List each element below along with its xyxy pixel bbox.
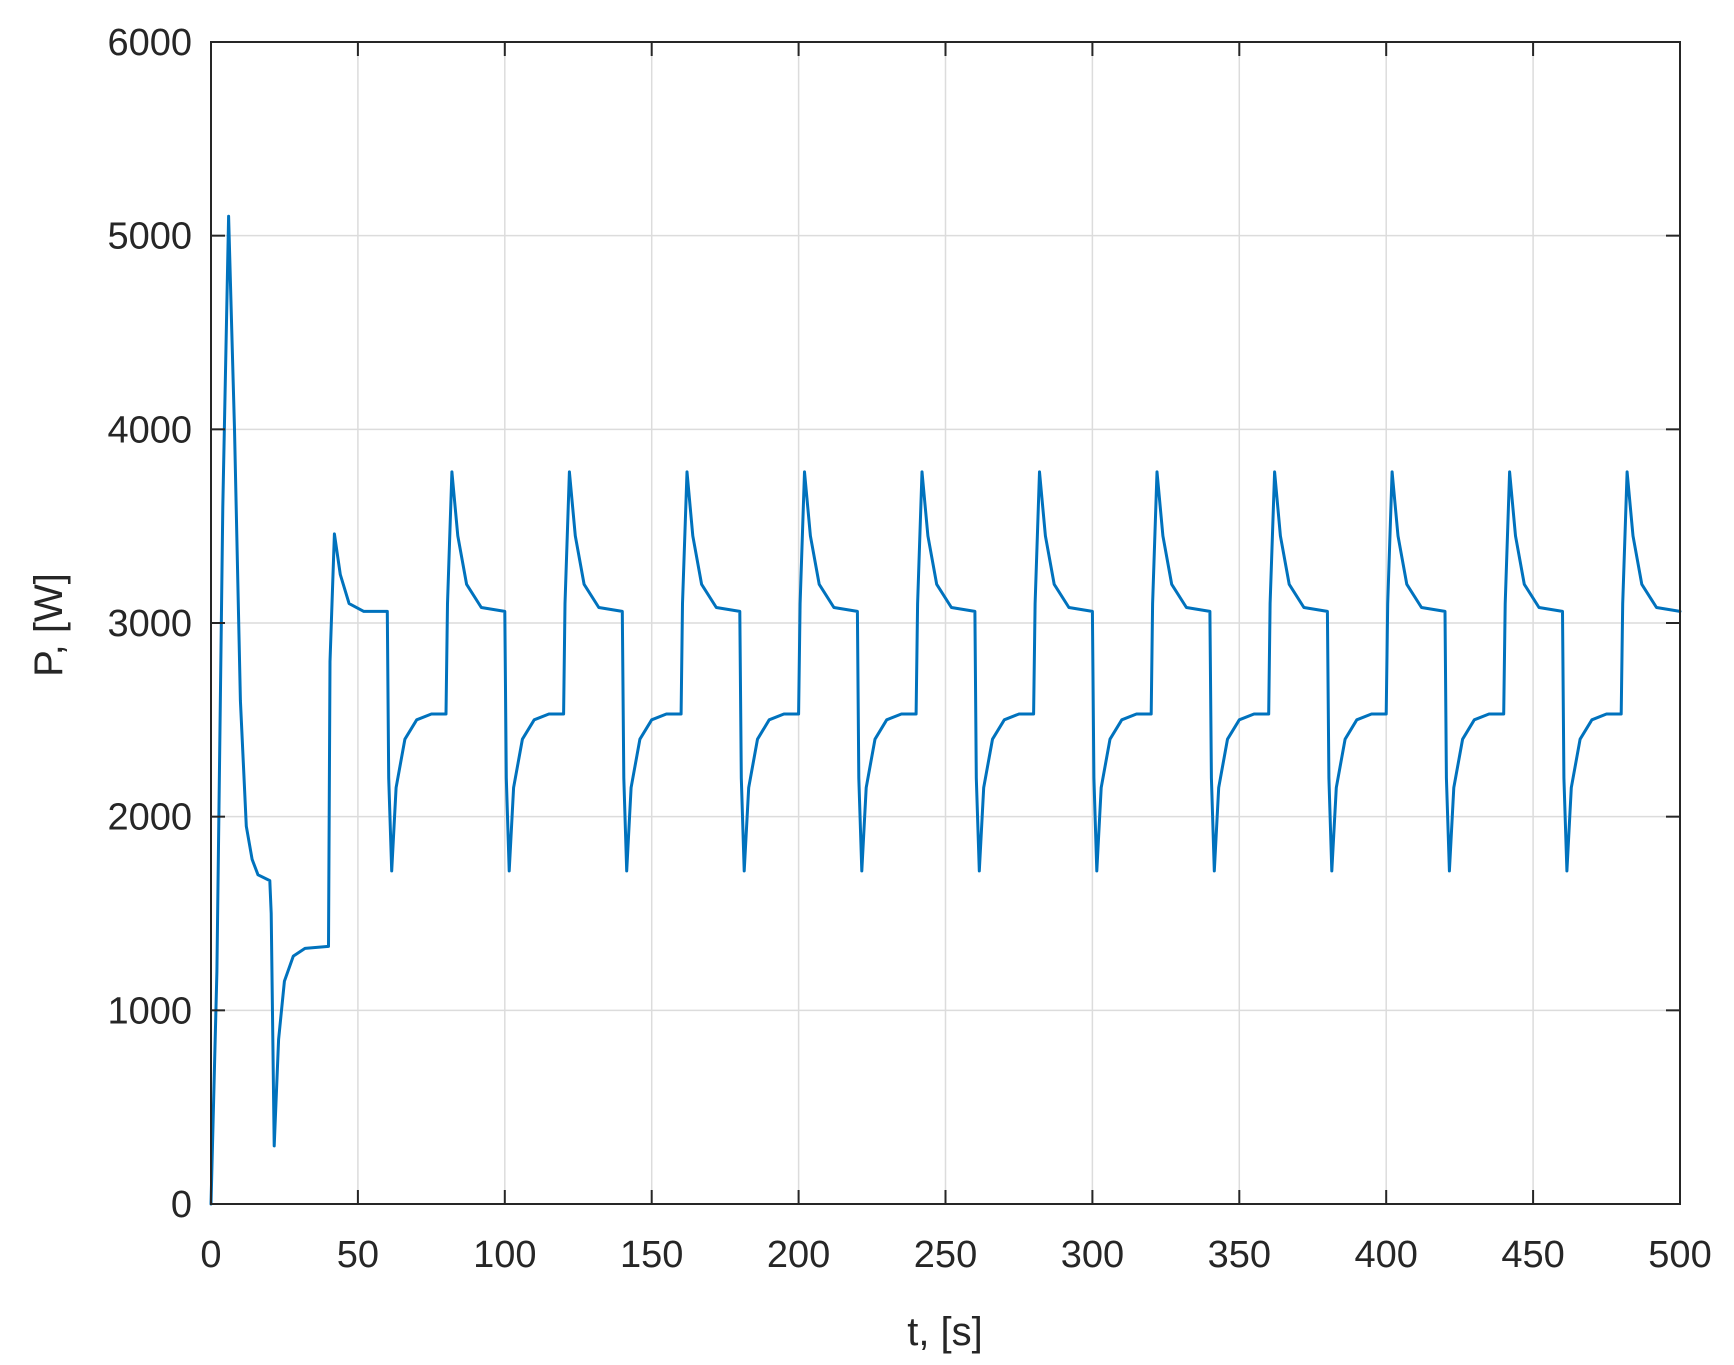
series-group (209, 214, 1682, 1206)
x-tick-label: 350 (1208, 1234, 1271, 1276)
x-tick-label: 200 (767, 1234, 830, 1276)
y-tick-label: 3000 (107, 603, 192, 645)
y-axis-label: P, [W] (27, 573, 71, 677)
y-tick-label: 0 (171, 1184, 192, 1226)
y-tick-label: 2000 (107, 797, 192, 839)
y-tick-label: 1000 (107, 990, 192, 1032)
x-axis-tick-labels: 0 50 100 150 200 250 300 350 400 450 500 (200, 1234, 1711, 1276)
y-tick-label: 4000 (107, 409, 192, 451)
x-tick-label: 250 (914, 1234, 977, 1276)
y-axis-tick-labels: 0 1000 2000 3000 4000 5000 6000 (107, 22, 192, 1226)
x-tick-label: 450 (1501, 1234, 1564, 1276)
series-line (209, 214, 1682, 1206)
x-tick-label: 0 (200, 1234, 221, 1276)
y-tick-label: 6000 (107, 22, 192, 64)
axis-ticks (210, 41, 1681, 1205)
x-tick-label: 100 (473, 1234, 536, 1276)
x-tick-label: 50 (337, 1234, 379, 1276)
x-axis-label: t, [s] (907, 1310, 983, 1354)
x-tick-label: 300 (1061, 1234, 1124, 1276)
x-tick-label: 150 (620, 1234, 683, 1276)
x-tick-label: 400 (1354, 1234, 1417, 1276)
x-tick-label: 500 (1648, 1234, 1711, 1276)
grid-lines (210, 41, 1681, 1205)
y-tick-label: 5000 (107, 216, 192, 258)
